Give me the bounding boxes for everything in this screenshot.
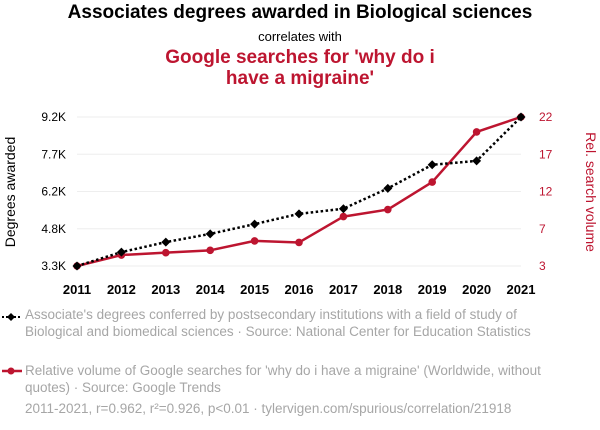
searches-point bbox=[162, 248, 170, 257]
x-axis: 2011 2012 2013 2014 2015 2016 2017 2018 2019 2020… bbox=[63, 282, 536, 297]
y-right-tick-label: 22 bbox=[539, 110, 553, 124]
y-axis-left: 3.3K 4.8K 6.2K 7.7K 9.2K bbox=[41, 110, 66, 273]
x-tick-label: 2014 bbox=[196, 282, 226, 297]
degrees-line bbox=[76, 116, 522, 268]
y-right-tick-label: 12 bbox=[539, 185, 553, 199]
degrees-point bbox=[516, 112, 526, 122]
degrees-point bbox=[294, 209, 304, 219]
degrees-point bbox=[116, 247, 126, 257]
x-tick-label: 2019 bbox=[418, 282, 447, 297]
searches-point bbox=[250, 237, 259, 245]
x-tick-label: 2017 bbox=[329, 282, 358, 297]
y-right-tick-label: 17 bbox=[539, 147, 553, 161]
series2-title: Google searches for 'why do i have a mig… bbox=[165, 47, 435, 89]
x-tick-label: 2020 bbox=[462, 282, 491, 297]
chart-subtitle: correlates with bbox=[258, 29, 342, 44]
x-tick-label: 2011 bbox=[63, 282, 91, 297]
series-degrees bbox=[72, 112, 526, 271]
degrees-point bbox=[472, 156, 482, 166]
x-tick-label: 2012 bbox=[107, 282, 136, 297]
y-axis-left-label: Degrees awarded bbox=[2, 137, 18, 248]
searches-point bbox=[384, 205, 392, 214]
grid-lines bbox=[77, 116, 521, 267]
legend-degrees-marker bbox=[2, 313, 22, 321]
x-tick-label: 2013 bbox=[151, 282, 180, 297]
y-axis-right: 3 7 12 17 22 bbox=[539, 110, 553, 273]
chart-title: Associates degrees awarded in Biological… bbox=[67, 2, 533, 23]
searches-point bbox=[295, 238, 303, 247]
x-tick-label: 2016 bbox=[285, 282, 314, 297]
y-left-tick-label: 6.2K bbox=[41, 185, 66, 199]
legend-searches-text: Relative volume of Google searches for '… bbox=[25, 363, 541, 395]
degrees-point bbox=[72, 261, 82, 271]
x-tick-label: 2021 bbox=[507, 282, 536, 297]
degrees-point bbox=[250, 219, 260, 229]
line-chart: 2011 2012 2013 2014 2015 2016 2017 2018 2019 2020… bbox=[2, 110, 599, 297]
x-tick-label: 2015 bbox=[240, 282, 269, 297]
degrees-point bbox=[161, 237, 171, 247]
y-right-tick-label: 3 bbox=[539, 259, 546, 273]
y-left-tick-label: 9.2K bbox=[41, 110, 66, 124]
degrees-point bbox=[338, 204, 348, 214]
legend-searches-marker bbox=[2, 367, 22, 375]
y-left-tick-label: 4.8K bbox=[41, 222, 66, 236]
y-left-tick-label: 3.3K bbox=[41, 259, 66, 273]
legend-degrees-text: Associate's degrees conferred by postsec… bbox=[25, 307, 531, 339]
y-right-tick-label: 7 bbox=[539, 222, 546, 236]
degrees-point bbox=[427, 160, 437, 170]
searches-point bbox=[428, 178, 437, 186]
y-axis-right-label: Rel. search volume bbox=[583, 132, 599, 252]
searches-point bbox=[472, 128, 481, 136]
footer-stats: 2011-2021, r=0.962, r²=0.926, p<0.01 · t… bbox=[25, 401, 512, 416]
degrees-point bbox=[383, 183, 393, 193]
searches-point bbox=[206, 246, 214, 255]
degrees-point bbox=[205, 229, 215, 239]
x-tick-label: 2018 bbox=[373, 282, 402, 297]
searches-point bbox=[339, 212, 348, 221]
y-left-tick-label: 7.7K bbox=[41, 147, 66, 161]
